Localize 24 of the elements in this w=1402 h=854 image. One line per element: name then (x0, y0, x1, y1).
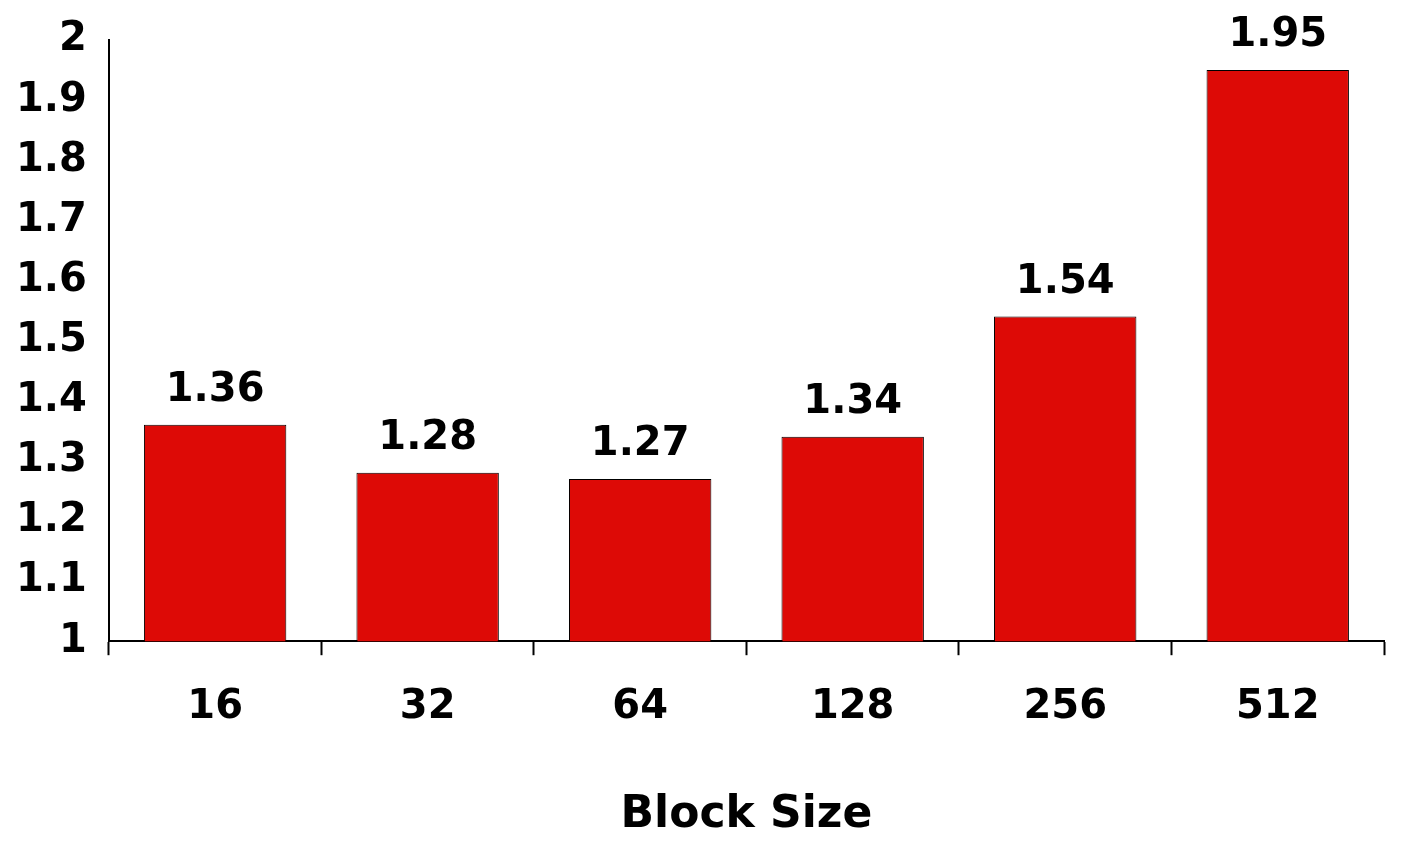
y-tick-label: 1.1 (16, 554, 87, 601)
y-tick-label: 1.7 (16, 193, 87, 240)
y-tick-label: 1.5 (16, 313, 87, 360)
x-tick-label: 128 (810, 680, 895, 727)
y-tick-label: 1.2 (16, 494, 87, 541)
y-tick-label: 2 (59, 13, 87, 60)
y-tick-label: 1 (59, 614, 87, 661)
y-tick-label: 1.9 (16, 73, 87, 120)
data-label: 1.36 (165, 364, 265, 411)
y-tick-label: 1.3 (16, 434, 87, 481)
x-tick-label: 512 (1235, 680, 1320, 727)
y-tick-label: 1.6 (16, 253, 87, 300)
y-tick-label: 1.8 (16, 133, 87, 180)
x-tick-label: 64 (612, 680, 668, 727)
data-label: 1.27 (590, 418, 690, 465)
y-tick-label: 1.4 (16, 374, 87, 421)
data-label: 1.28 (378, 412, 477, 459)
data-label: 1.54 (1015, 255, 1115, 302)
x-tick-label: 256 (1023, 680, 1107, 727)
data-label: 1.34 (803, 376, 903, 423)
x-tick-label: 32 (399, 680, 456, 727)
data-label: 1.95 (1228, 9, 1328, 56)
x-axis-title: Block Size (620, 786, 873, 838)
x-tick-label: 16 (187, 680, 243, 727)
